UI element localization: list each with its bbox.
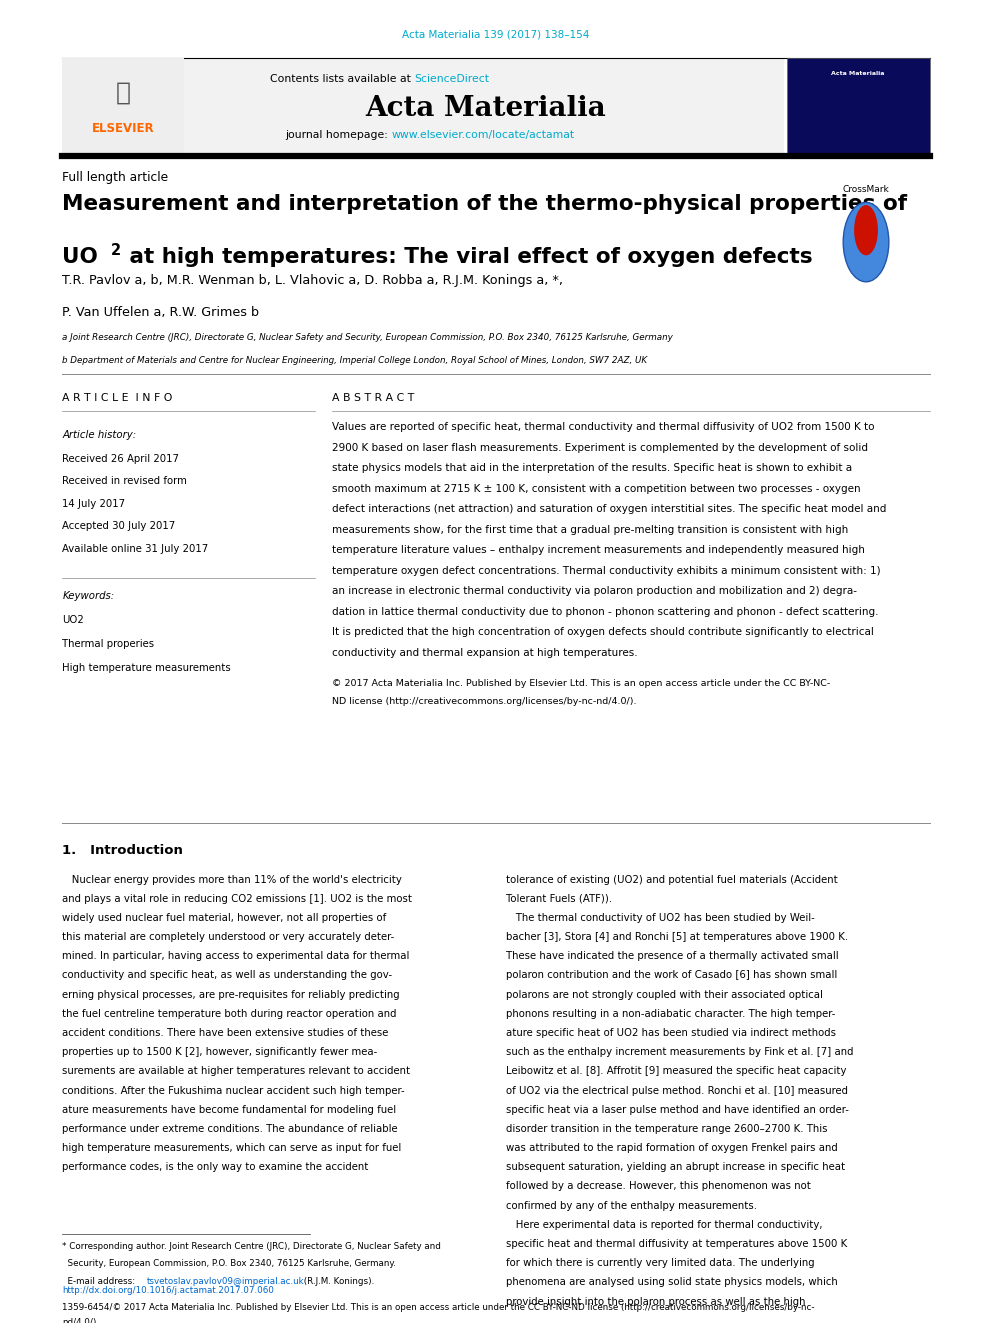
- Text: provide insight into the polaron process as well as the high: provide insight into the polaron process…: [506, 1297, 806, 1307]
- Text: the fuel centreline temperature both during reactor operation and: the fuel centreline temperature both dur…: [62, 1009, 397, 1019]
- Text: © 2017 Acta Materialia Inc. Published by Elsevier Ltd. This is an open access ar: © 2017 Acta Materialia Inc. Published by…: [332, 679, 830, 688]
- Text: polarons are not strongly coupled with their associated optical: polarons are not strongly coupled with t…: [506, 990, 822, 1000]
- Text: a Joint Research Centre (JRC), Directorate G, Nuclear Safety and Security, Europ: a Joint Research Centre (JRC), Directora…: [62, 333, 674, 343]
- Text: High temperature measurements: High temperature measurements: [62, 663, 231, 673]
- Text: 2: 2: [111, 243, 121, 258]
- Text: A B S T R A C T: A B S T R A C T: [332, 393, 415, 404]
- Text: mined. In particular, having access to experimental data for thermal: mined. In particular, having access to e…: [62, 951, 410, 962]
- Text: such as the enthalpy increment measurements by Fink et al. [7] and: such as the enthalpy increment measureme…: [506, 1048, 853, 1057]
- Text: Received 26 April 2017: Received 26 April 2017: [62, 454, 180, 464]
- Text: P. Van Uffelen a, R.W. Grimes b: P. Van Uffelen a, R.W. Grimes b: [62, 306, 260, 319]
- Text: Article history:: Article history:: [62, 430, 137, 441]
- Text: It is predicted that the high concentration of oxygen defects should contribute : It is predicted that the high concentrat…: [332, 627, 874, 638]
- Text: journal homepage:: journal homepage:: [286, 130, 392, 140]
- Text: defect interactions (net attraction) and saturation of oxygen interstitial sites: defect interactions (net attraction) and…: [332, 504, 887, 515]
- Text: www.elsevier.com/locate/actamat: www.elsevier.com/locate/actamat: [392, 130, 575, 140]
- Text: (R.J.M. Konings).: (R.J.M. Konings).: [301, 1277, 374, 1286]
- Text: widely used nuclear fuel material, however, not all properties of: widely used nuclear fuel material, howev…: [62, 913, 387, 923]
- Text: at high temperatures: The viral effect of oxygen defects: at high temperatures: The viral effect o…: [122, 247, 812, 267]
- Text: and plays a vital role in reducing CO2 emissions [1]. UO2 is the most: and plays a vital role in reducing CO2 e…: [62, 894, 413, 904]
- Text: properties up to 1500 K [2], however, significantly fewer mea-: properties up to 1500 K [2], however, si…: [62, 1048, 378, 1057]
- Text: Full length article: Full length article: [62, 171, 169, 184]
- Bar: [787, 58, 930, 156]
- Text: 🌳: 🌳: [115, 81, 131, 105]
- Text: Keywords:: Keywords:: [62, 591, 115, 602]
- Text: Acta Materialia: Acta Materialia: [366, 95, 606, 122]
- Text: Leibowitz et al. [8]. Affrotit [9] measured the specific heat capacity: Leibowitz et al. [8]. Affrotit [9] measu…: [506, 1066, 846, 1077]
- Text: phonons resulting in a non-adiabatic character. The high temper-: phonons resulting in a non-adiabatic cha…: [506, 1009, 835, 1019]
- Text: dation in lattice thermal conductivity due to phonon - phonon scattering and pho: dation in lattice thermal conductivity d…: [332, 607, 879, 617]
- Text: The thermal conductivity of UO2 has been studied by Weil-: The thermal conductivity of UO2 has been…: [506, 913, 814, 923]
- Text: was attributed to the rapid formation of oxygen Frenkel pairs and: was attributed to the rapid formation of…: [506, 1143, 837, 1154]
- Text: 1359-6454/© 2017 Acta Materialia Inc. Published by Elsevier Ltd. This is an open: 1359-6454/© 2017 Acta Materialia Inc. Pu…: [62, 1303, 815, 1312]
- Text: temperature literature values – enthalpy increment measurements and independentl: temperature literature values – enthalpy…: [332, 545, 865, 556]
- Text: polaron contribution and the work of Casado [6] has shown small: polaron contribution and the work of Cas…: [506, 971, 837, 980]
- Text: Acta Materialia: Acta Materialia: [831, 71, 885, 77]
- Bar: [62, 58, 184, 156]
- Text: this material are completely understood or very accurately deter-: this material are completely understood …: [62, 931, 395, 942]
- Text: performance codes, is the only way to examine the accident: performance codes, is the only way to ex…: [62, 1163, 369, 1172]
- Text: Tolerant Fuels (ATF)).: Tolerant Fuels (ATF)).: [506, 894, 612, 904]
- Text: nd/4.0/).: nd/4.0/).: [62, 1318, 99, 1323]
- Text: tolerance of existing (UO2) and potential fuel materials (Accident: tolerance of existing (UO2) and potentia…: [506, 875, 837, 885]
- Text: ND license (http://creativecommons.org/licenses/by-nc-nd/4.0/).: ND license (http://creativecommons.org/l…: [332, 697, 637, 706]
- Ellipse shape: [854, 205, 878, 255]
- Text: temperature oxygen defect concentrations. Thermal conductivity exhibits a minimu: temperature oxygen defect concentrations…: [332, 566, 881, 576]
- Text: T.R. Pavlov a, b, M.R. Wenman b, L. Vlahovic a, D. Robba a, R.J.M. Konings a, *,: T.R. Pavlov a, b, M.R. Wenman b, L. Vlah…: [62, 274, 563, 287]
- Text: phenomena are analysed using solid state physics models, which: phenomena are analysed using solid state…: [506, 1278, 837, 1287]
- Text: specific heat via a laser pulse method and have identified an order-: specific heat via a laser pulse method a…: [506, 1105, 849, 1115]
- Text: Received in revised form: Received in revised form: [62, 476, 187, 487]
- Text: Security, European Commission, P.O. Box 2340, 76125 Karlsruhe, Germany.: Security, European Commission, P.O. Box …: [62, 1259, 397, 1269]
- Text: Thermal properies: Thermal properies: [62, 639, 155, 650]
- Text: E-mail address:: E-mail address:: [62, 1277, 138, 1286]
- Text: Accepted 30 July 2017: Accepted 30 July 2017: [62, 521, 176, 532]
- Text: performance under extreme conditions. The abundance of reliable: performance under extreme conditions. Th…: [62, 1125, 398, 1134]
- Text: bacher [3], Stora [4] and Ronchi [5] at temperatures above 1900 K.: bacher [3], Stora [4] and Ronchi [5] at …: [506, 931, 848, 942]
- Text: disorder transition in the temperature range 2600–2700 K. This: disorder transition in the temperature r…: [506, 1125, 827, 1134]
- Text: Available online 31 July 2017: Available online 31 July 2017: [62, 544, 208, 554]
- Text: conditions. After the Fukushima nuclear accident such high temper-: conditions. After the Fukushima nuclear …: [62, 1085, 405, 1095]
- Text: Contents lists available at: Contents lists available at: [270, 74, 415, 85]
- Text: 1.   Introduction: 1. Introduction: [62, 844, 184, 857]
- Text: specific heat and thermal diffusivity at temperatures above 1500 K: specific heat and thermal diffusivity at…: [506, 1240, 847, 1249]
- Text: ELSEVIER: ELSEVIER: [91, 122, 155, 135]
- Text: surements are available at higher temperatures relevant to accident: surements are available at higher temper…: [62, 1066, 411, 1077]
- Text: Here experimental data is reported for thermal conductivity,: Here experimental data is reported for t…: [506, 1220, 822, 1230]
- Text: CrossMark: CrossMark: [842, 185, 890, 194]
- Text: for which there is currently very limited data. The underlying: for which there is currently very limite…: [506, 1258, 814, 1269]
- Text: of UO2 via the electrical pulse method. Ronchi et al. [10] measured: of UO2 via the electrical pulse method. …: [506, 1085, 848, 1095]
- Bar: [184, 58, 784, 156]
- Text: confirmed by any of the enthalpy measurements.: confirmed by any of the enthalpy measure…: [506, 1201, 757, 1211]
- Text: b Department of Materials and Centre for Nuclear Engineering, Imperial College L: b Department of Materials and Centre for…: [62, 356, 648, 365]
- Text: UO: UO: [62, 247, 98, 267]
- Text: tsvetoslav.pavlov09@imperial.ac.uk: tsvetoslav.pavlov09@imperial.ac.uk: [147, 1277, 305, 1286]
- Text: Values are reported of specific heat, thermal conductivity and thermal diffusivi: Values are reported of specific heat, th…: [332, 422, 875, 433]
- Text: an increase in electronic thermal conductivity via polaron production and mobili: an increase in electronic thermal conduc…: [332, 586, 857, 597]
- Text: Measurement and interpretation of the thermo-physical properties of: Measurement and interpretation of the th…: [62, 194, 908, 214]
- Text: state physics models that aid in the interpretation of the results. Specific hea: state physics models that aid in the int…: [332, 463, 852, 474]
- Text: subsequent saturation, yielding an abrupt increase in specific heat: subsequent saturation, yielding an abrup…: [506, 1163, 845, 1172]
- Text: high temperature measurements, which can serve as input for fuel: high temperature measurements, which can…: [62, 1143, 402, 1154]
- Text: These have indicated the presence of a thermally activated small: These have indicated the presence of a t…: [506, 951, 838, 962]
- Text: conductivity and thermal expansion at high temperatures.: conductivity and thermal expansion at hi…: [332, 648, 638, 658]
- Text: 2900 K based on laser flash measurements. Experiment is complemented by the deve: 2900 K based on laser flash measurements…: [332, 442, 868, 452]
- Text: Acta Materialia 139 (2017) 138–154: Acta Materialia 139 (2017) 138–154: [403, 29, 589, 40]
- Text: A R T I C L E  I N F O: A R T I C L E I N F O: [62, 393, 173, 404]
- Text: ature specific heat of UO2 has been studied via indirect methods: ature specific heat of UO2 has been stud…: [506, 1028, 836, 1039]
- Text: ScienceDirect: ScienceDirect: [415, 74, 490, 85]
- Text: * Corresponding author. Joint Research Centre (JRC), Directorate G, Nuclear Safe: * Corresponding author. Joint Research C…: [62, 1242, 441, 1252]
- Text: erning physical processes, are pre-requisites for reliably predicting: erning physical processes, are pre-requi…: [62, 990, 400, 1000]
- Text: 14 July 2017: 14 July 2017: [62, 499, 126, 509]
- Text: conductivity and specific heat, as well as understanding the gov-: conductivity and specific heat, as well …: [62, 971, 393, 980]
- Text: measurements show, for the first time that a gradual pre-melting transition is c: measurements show, for the first time th…: [332, 525, 848, 534]
- Text: ature measurements have become fundamental for modeling fuel: ature measurements have become fundament…: [62, 1105, 397, 1115]
- Text: followed by a decrease. However, this phenomenon was not: followed by a decrease. However, this ph…: [506, 1181, 810, 1192]
- Text: Nuclear energy provides more than 11% of the world's electricity: Nuclear energy provides more than 11% of…: [62, 875, 403, 885]
- Ellipse shape: [843, 202, 889, 282]
- Text: http://dx.doi.org/10.1016/j.actamat.2017.07.060: http://dx.doi.org/10.1016/j.actamat.2017…: [62, 1286, 275, 1295]
- Text: smooth maximum at 2715 K ± 100 K, consistent with a competition between two proc: smooth maximum at 2715 K ± 100 K, consis…: [332, 484, 861, 493]
- Text: UO2: UO2: [62, 615, 84, 626]
- Text: accident conditions. There have been extensive studies of these: accident conditions. There have been ext…: [62, 1028, 389, 1039]
